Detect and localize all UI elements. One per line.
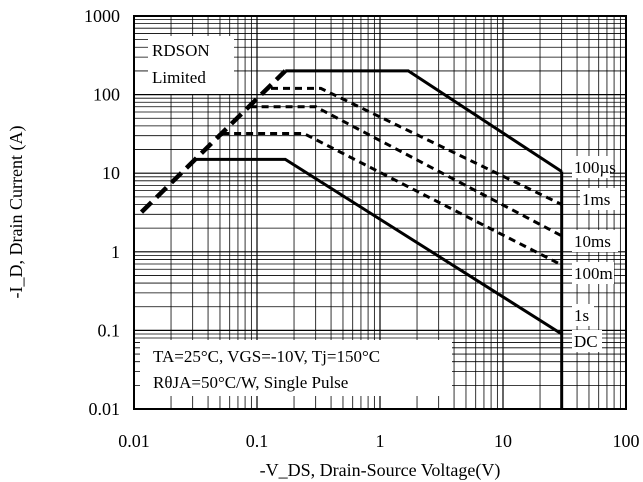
y-tick-label: 1 — [111, 242, 120, 262]
rdson-label: RDSON — [152, 41, 210, 60]
series-line-dc — [196, 157, 563, 336]
x-tick-label: 1 — [376, 431, 385, 451]
y-tick-labels: 1000 100 10 1 0.1 0.01 — [84, 6, 120, 419]
x-tick-label: 0.01 — [118, 431, 150, 451]
series-label-1s: 1s — [574, 306, 589, 325]
y-tick-label: 0.01 — [89, 399, 121, 419]
series-label-100us: 100µs — [574, 158, 616, 177]
conditions-line-2: RθJA=50°C/W, Single Pulse — [153, 373, 348, 392]
series-lines — [139, 69, 564, 409]
series-label-100m: 100m — [574, 264, 613, 283]
series-line-100m — [222, 132, 563, 267]
series-line-1ms — [271, 86, 563, 206]
series-label-10ms: 10ms — [574, 232, 611, 251]
y-tick-label: 100 — [93, 85, 120, 105]
x-tick-label: 100 — [613, 431, 640, 451]
series-line-10ms — [249, 105, 563, 238]
y-tick-label: 1000 — [84, 6, 120, 26]
x-tick-label: 0.1 — [246, 431, 269, 451]
rdson-limit-line — [139, 69, 287, 214]
x-tick-labels: 0.01 0.1 1 10 100 — [118, 431, 639, 451]
y-tick-label: 10 — [102, 163, 120, 183]
series-label-dc: DC — [574, 332, 598, 351]
y-axis-label: -I_D, Drain Current (A) — [6, 126, 27, 299]
series-label-1ms: 1ms — [582, 190, 610, 209]
plot-frame — [133, 15, 627, 410]
series-line-100s — [285, 69, 563, 173]
x-axis-label: -V_DS, Drain-Source Voltage(V) — [260, 460, 501, 481]
x-tick-label: 10 — [494, 431, 512, 451]
y-tick-label: 0.1 — [98, 320, 121, 340]
conditions-line-1: TA=25°C, VGS=-10V, Tj=150°C — [153, 347, 380, 366]
rdson-limited-label: Limited — [152, 68, 206, 87]
